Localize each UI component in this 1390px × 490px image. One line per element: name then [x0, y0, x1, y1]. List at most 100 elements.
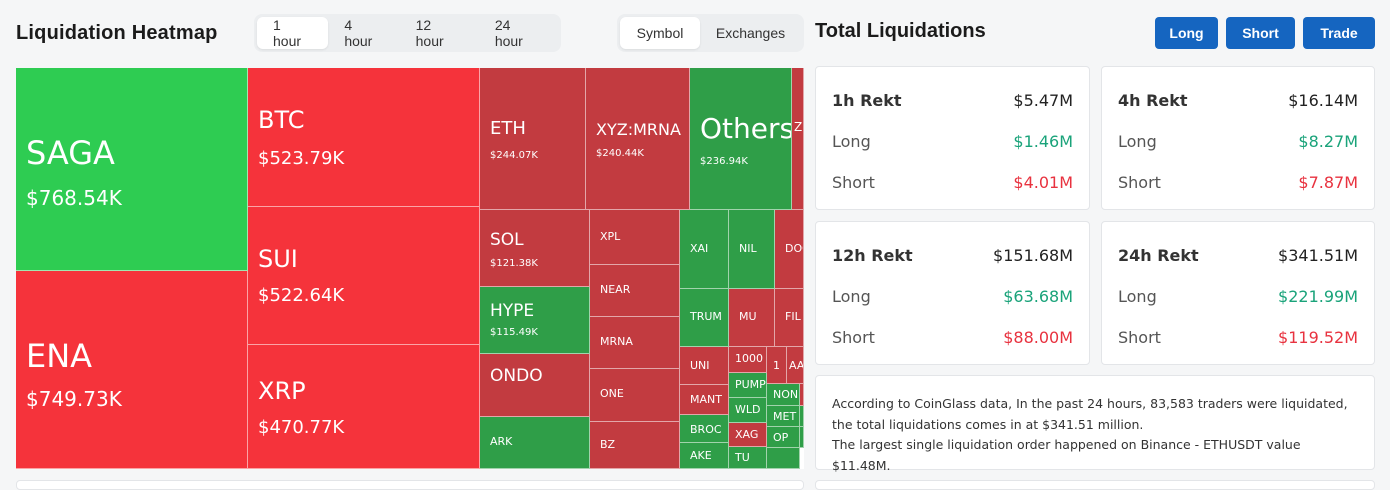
liquidation-heatmap: SAGA $768.54K ENA $749.73K BTC $523.79K SUI $52…	[16, 68, 804, 469]
rekt-card-4h: 4h Rekt $16.14M Long $8.27M Short $7.87M	[1101, 66, 1375, 210]
tile-value: $240.44K	[596, 148, 644, 159]
heatmap-tile-broc[interactable]: BROC	[680, 415, 729, 443]
heatmap-tile-others[interactable]: Others $236.94K	[690, 68, 792, 210]
heatmap-tile[interactable]	[800, 427, 804, 448]
tab-1-hour[interactable]: 1 hour	[257, 17, 329, 49]
heatmap-tile-mrna[interactable]: MRNA	[590, 317, 680, 369]
tile-symbol: XYZ:MRNA	[596, 120, 681, 139]
heatmap-tile-xyz-mrna[interactable]: XYZ:MRNA $240.44K	[586, 68, 690, 210]
view-tabs: Symbol Exchanges	[617, 14, 804, 52]
tile-symbol: PUMP	[735, 378, 766, 391]
tile-symbol: BZ	[600, 438, 616, 451]
heatmap-tile-near[interactable]: NEAR	[590, 265, 680, 317]
heatmap-tile-xag[interactable]: XAG	[729, 423, 767, 447]
tile-symbol: ONE	[600, 387, 624, 400]
heatmap-tile-doge[interactable]: DOGE	[775, 210, 804, 289]
long-value: $8.27M	[1298, 132, 1358, 151]
card-total: $151.68M	[993, 246, 1073, 265]
heatmap-tile-1000[interactable]: 1000	[729, 347, 767, 373]
tile-value: $749.73K	[26, 387, 122, 411]
heatmap-tile-mant[interactable]: MANT	[680, 385, 729, 415]
tile-symbol: NON	[773, 388, 799, 401]
short-button[interactable]: Short	[1226, 17, 1295, 49]
heatmap-tile-aav[interactable]: AAV	[787, 347, 804, 384]
tile-symbol: ARK	[490, 435, 513, 448]
short-label: Short	[832, 328, 875, 347]
tile-symbol: ONDO	[490, 366, 543, 386]
heatmap-tile[interactable]	[800, 384, 804, 406]
tile-value: $244.07K	[490, 150, 538, 161]
heatmap-tile-xpl[interactable]: XPL	[590, 210, 680, 265]
tile-symbol: NIL	[739, 242, 757, 255]
rekt-card-24h: 24h Rekt $341.51M Long $221.99M Short $119.…	[1101, 221, 1375, 365]
heatmap-tile-xrp[interactable]: XRP $470.77K	[248, 345, 480, 469]
tile-symbol: HYPE	[490, 301, 535, 321]
long-label: Long	[1118, 287, 1157, 306]
tab-symbol[interactable]: Symbol	[620, 17, 700, 49]
lower-panel-edge	[16, 480, 804, 490]
heatmap-tile-1[interactable]: 1	[767, 347, 787, 384]
heatmap-tile-wld[interactable]: WLD	[729, 398, 767, 423]
tile-symbol: MU	[739, 310, 757, 323]
heatmap-tile-mu[interactable]: MU	[729, 289, 775, 347]
heatmap-tile-met[interactable]: MET	[767, 406, 800, 427]
tile-symbol: UNI	[690, 359, 710, 372]
tab-24-hour[interactable]: 24 hour	[494, 17, 523, 49]
heatmap-tile[interactable]	[767, 448, 800, 469]
tile-value: $115.49K	[490, 327, 538, 338]
heatmap-tile-hype[interactable]: HYPE $115.49K	[480, 287, 590, 354]
tab-4-hour[interactable]: 4 hour	[344, 17, 373, 49]
tile-value: $470.77K	[258, 417, 345, 438]
heatmap-tile-op[interactable]: OP	[767, 427, 800, 448]
tile-symbol: SAGA	[26, 134, 115, 172]
tile-symbol: XAI	[690, 242, 709, 255]
heatmap-tile-trum[interactable]: TRUM	[680, 289, 729, 347]
heatmap-tile-sui[interactable]: SUI $522.64K	[248, 207, 480, 345]
heatmap-tile-ake[interactable]: AKE	[680, 443, 729, 469]
long-button[interactable]: Long	[1155, 17, 1218, 49]
tile-symbol: XRP	[258, 377, 306, 405]
heatmap-tile-saga[interactable]: SAGA $768.54K	[16, 68, 248, 271]
tab-exchanges[interactable]: Exchanges	[715, 25, 786, 41]
heatmap-tile-sol[interactable]: SOL $121.38K	[480, 210, 590, 287]
short-value: $7.87M	[1298, 173, 1358, 192]
short-value: $119.52M	[1278, 328, 1358, 347]
long-value: $1.46M	[1013, 132, 1073, 151]
card-label: 24h Rekt	[1118, 246, 1199, 265]
heatmap-tile-xai[interactable]: XAI	[680, 210, 729, 289]
rekt-card-12h: 12h Rekt $151.68M Long $63.68M Short $88.00…	[815, 221, 1090, 365]
tile-symbol: Others	[700, 112, 792, 145]
heatmap-tile-zec[interactable]: ZEC	[792, 68, 804, 210]
tile-symbol: OP	[773, 431, 789, 444]
tile-symbol: MANT	[690, 393, 722, 406]
long-label: Long	[832, 287, 871, 306]
summary-line-2: The largest single liquidation order hap…	[832, 437, 1301, 473]
tile-symbol: 1	[773, 359, 780, 372]
long-value: $221.99M	[1278, 287, 1358, 306]
heatmap-tile-non[interactable]: NON	[767, 384, 800, 406]
heatmap-tile-tu[interactable]: TU	[729, 447, 767, 469]
tab-12-hour[interactable]: 12 hour	[415, 17, 444, 49]
heatmap-tile-btc[interactable]: BTC $523.79K	[248, 68, 480, 207]
tile-symbol: TRUM	[690, 310, 722, 323]
tile-symbol: ETH	[490, 118, 526, 139]
tile-symbol: MET	[773, 410, 797, 423]
tile-symbol: WLD	[735, 403, 761, 416]
tile-symbol: MRNA	[600, 335, 633, 348]
heatmap-tile-nil[interactable]: NIL	[729, 210, 775, 289]
card-total: $341.51M	[1278, 246, 1358, 265]
tile-value: $236.94K	[700, 156, 748, 167]
heatmap-tile-ena[interactable]: ENA $749.73K	[16, 271, 248, 469]
short-value: $88.00M	[1003, 328, 1073, 347]
heatmap-tile-eth[interactable]: ETH $244.07K	[480, 68, 586, 210]
heatmap-tile-uni[interactable]: UNI	[680, 347, 729, 385]
heatmap-tile-pump[interactable]: PUMP	[729, 373, 767, 398]
heatmap-tile-one[interactable]: ONE	[590, 369, 680, 422]
heatmap-tile-bz[interactable]: BZ	[590, 422, 680, 469]
heatmap-tile-fil[interactable]: FIL	[775, 289, 804, 347]
trade-button[interactable]: Trade	[1303, 17, 1375, 49]
tile-symbol: AKE	[690, 449, 712, 462]
heatmap-tile[interactable]	[800, 406, 804, 427]
heatmap-tile-ark[interactable]: ARK	[480, 417, 590, 469]
heatmap-tile-ondo[interactable]: ONDO	[480, 354, 590, 417]
